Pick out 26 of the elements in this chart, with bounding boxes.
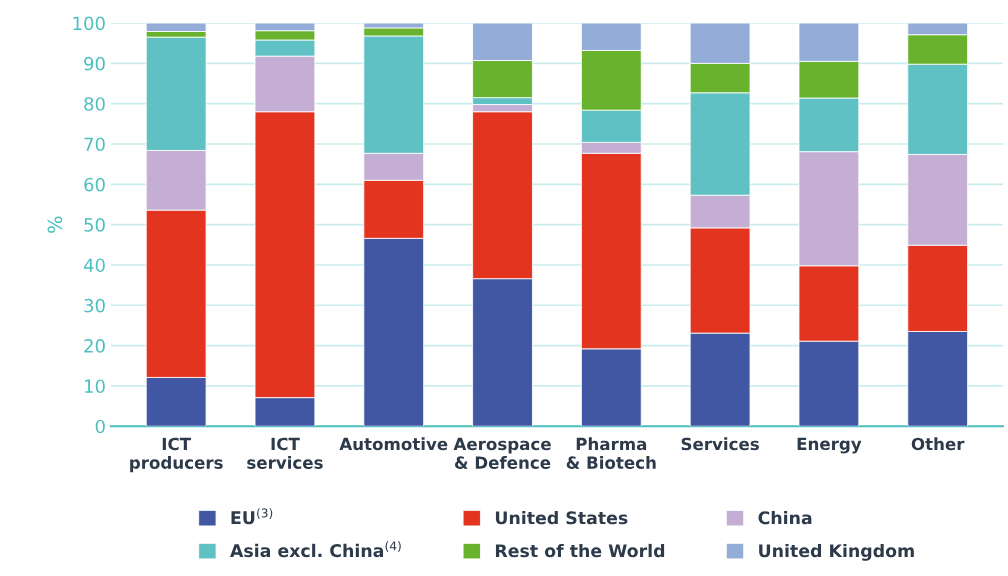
x-tick-label: Services <box>681 437 759 451</box>
legend-label: EU$^{(3)}$ <box>231 508 273 525</box>
y-tick-label: 70 <box>84 137 105 152</box>
x-tick-label: Automotive <box>339 437 448 451</box>
x-tick-label: ICT producers <box>130 437 223 473</box>
x-tick-label: ICT services <box>247 437 323 469</box>
y-tick-label: 90 <box>84 56 105 71</box>
x-tick-label: Aerospace & Defence <box>453 437 551 469</box>
y-tick-label: 30 <box>84 298 105 313</box>
legend-label: United States <box>495 510 628 525</box>
legend-label: Rest of the World <box>495 543 665 558</box>
legend-label: Asia excl. China$^{(4)}$ <box>230 541 401 558</box>
y-tick-label: 80 <box>84 97 105 111</box>
x-tick-label: Pharma & Biotech <box>566 437 656 469</box>
y-tick-label: 20 <box>84 339 105 353</box>
y-tick-label: 100 <box>73 16 105 31</box>
x-tick-label: Energy <box>797 437 862 454</box>
y-tick-label: 40 <box>83 258 105 273</box>
y-tick-label: 0 <box>95 419 105 434</box>
legend-label: China <box>758 510 812 525</box>
y-tick-label: 50 <box>84 218 105 232</box>
legend-label: United Kingdom <box>759 543 914 561</box>
y-tick-label: 10 <box>85 379 105 394</box>
y-tick-label: 60 <box>84 177 105 192</box>
x-tick-label: Other <box>911 437 965 451</box>
y-axis-title: % <box>47 216 63 233</box>
